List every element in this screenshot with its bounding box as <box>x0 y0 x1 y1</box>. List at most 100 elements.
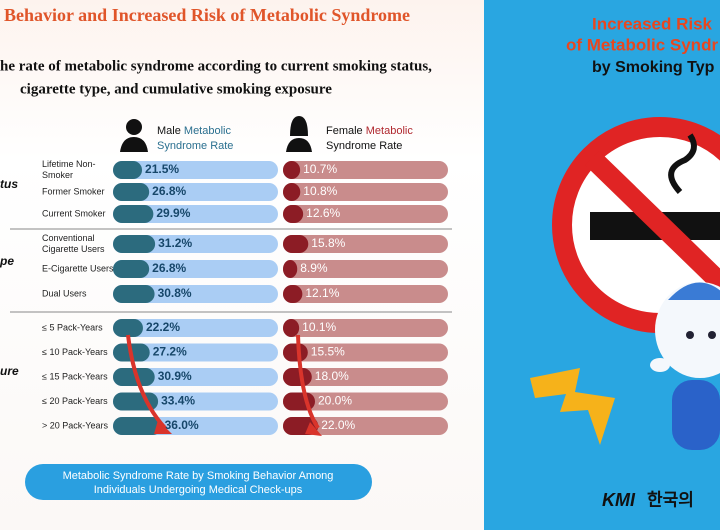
arrow-head <box>305 422 322 436</box>
male-icon <box>120 119 148 152</box>
row-label: Cigarette Users <box>42 244 105 254</box>
subtitle: cigarette type, and cumulative smoking e… <box>20 81 332 97</box>
row-label: Lifetime Non- <box>42 159 96 169</box>
female-track <box>283 319 448 337</box>
male-track <box>113 161 278 179</box>
male-header: Syndrome Rate <box>157 140 233 152</box>
footer-text: Individuals Undergoing Medical Check-ups <box>94 484 303 496</box>
female-header: Syndrome Rate <box>326 140 402 152</box>
female-value: 8.9% <box>300 261 328 275</box>
male-bar <box>113 235 156 253</box>
rows: tus Lifetime Non-Smoker 21.5% 10.7% Former S… <box>0 159 448 435</box>
trend-arrow <box>296 334 320 430</box>
row-label: Dual Users <box>42 288 87 298</box>
female-value: 12.6% <box>306 206 340 220</box>
female-value: 10.8% <box>303 184 337 198</box>
panel-title: of Metabolic Syndr <box>566 35 718 54</box>
panel-title: Increased Risk <box>592 14 713 33</box>
male-value: 36.0% <box>165 418 199 432</box>
female-track <box>283 368 448 386</box>
group-label: ure <box>0 364 19 378</box>
male-bar <box>113 392 159 411</box>
male-value: 33.4% <box>161 394 195 408</box>
footer-pill <box>25 464 372 500</box>
male-track <box>113 235 278 253</box>
group-label: tus <box>0 177 18 191</box>
male-bar <box>113 368 155 386</box>
female-track <box>283 183 448 201</box>
lightning-bolt <box>530 368 615 445</box>
female-track <box>283 161 448 179</box>
male-value: 26.8% <box>152 184 186 198</box>
female-value: 22.0% <box>321 418 355 432</box>
mascot <box>650 282 720 450</box>
female-value: 10.7% <box>303 162 337 176</box>
female-bar <box>283 368 312 386</box>
male-bar <box>113 161 143 179</box>
female-track <box>283 417 448 435</box>
logo: KMI <box>602 490 636 510</box>
row-label: Conventional <box>42 233 95 243</box>
male-bar <box>113 319 143 337</box>
row-label: Smoker <box>42 170 73 180</box>
male-value: 21.5% <box>145 162 179 176</box>
female-track <box>283 392 448 411</box>
female-bar <box>283 183 301 201</box>
female-bar <box>283 235 309 253</box>
row-label: Current Smoker <box>42 208 106 218</box>
male-value: 27.2% <box>153 345 187 359</box>
female-track <box>283 260 448 278</box>
female-bar <box>283 343 308 362</box>
female-value: 15.8% <box>311 236 345 250</box>
male-value: 22.2% <box>146 320 180 334</box>
female-value: 18.0% <box>315 369 349 383</box>
row-label: ≤ 5 Pack-Years <box>42 322 103 332</box>
no-smoking-sign <box>552 117 720 333</box>
male-bar <box>113 260 150 278</box>
male-value: 30.8% <box>158 286 192 300</box>
female-value: 10.1% <box>302 320 336 334</box>
female-bar <box>283 260 298 278</box>
female-header: Female Metabolic <box>326 125 413 137</box>
female-track <box>283 235 448 253</box>
female-track <box>283 285 448 303</box>
female-value: 12.1% <box>305 286 339 300</box>
male-bar <box>113 205 154 223</box>
row-label: E-Cigarette Users <box>42 263 114 273</box>
male-value: 30.9% <box>158 369 192 383</box>
male-bar <box>113 183 150 201</box>
male-track <box>113 260 278 278</box>
female-icon <box>286 116 312 152</box>
male-track <box>113 368 278 386</box>
logo-text: 한국의 <box>647 490 694 509</box>
row-label: > 20 Pack-Years <box>42 420 108 430</box>
arrow-head <box>154 420 172 434</box>
male-track <box>113 343 278 362</box>
female-bar <box>283 161 301 179</box>
female-bar <box>283 205 304 223</box>
male-track <box>113 183 278 201</box>
male-bar <box>113 285 155 303</box>
row-label: ≤ 10 Pack-Years <box>42 347 108 357</box>
male-header: Male Metabolic <box>157 125 231 137</box>
female-value: 20.0% <box>318 394 352 408</box>
footer-text: Metabolic Syndrome Rate by Smoking Behav… <box>63 470 334 482</box>
group-label: pe <box>0 254 14 268</box>
male-value: 26.8% <box>152 261 186 275</box>
title: Behavior and Increased Risk of Metabolic… <box>4 5 410 25</box>
male-track <box>113 319 278 337</box>
row-label: Former Smoker <box>42 186 105 196</box>
male-track <box>113 205 278 223</box>
male-track <box>113 285 278 303</box>
female-value: 15.5% <box>311 345 345 359</box>
male-bar <box>113 417 162 435</box>
row-label: ≤ 20 Pack-Years <box>42 396 108 406</box>
female-track <box>283 205 448 223</box>
female-bar <box>283 319 300 337</box>
male-value: 31.2% <box>158 236 192 250</box>
female-track <box>283 343 448 362</box>
panel-subtitle: by Smoking Typ <box>592 59 715 76</box>
female-bar <box>283 285 303 303</box>
male-value: 29.9% <box>156 206 190 220</box>
